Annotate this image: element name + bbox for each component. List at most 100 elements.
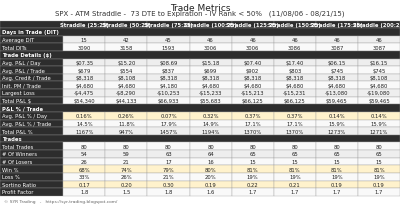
Bar <box>0 150 63 158</box>
Bar <box>232 90 274 97</box>
Text: -$19,080: -$19,080 <box>367 91 391 96</box>
Text: 81%: 81% <box>373 167 385 172</box>
Bar <box>105 165 147 173</box>
Text: 14.9%: 14.9% <box>202 121 219 126</box>
Bar <box>190 67 232 74</box>
Bar <box>63 143 105 150</box>
Bar <box>190 59 232 67</box>
Bar <box>63 67 105 74</box>
Text: $8,318: $8,318 <box>159 76 178 81</box>
Bar <box>232 112 274 120</box>
Text: 80: 80 <box>376 144 382 149</box>
Text: 80: 80 <box>334 144 340 149</box>
Text: -$13,080: -$13,080 <box>325 91 349 96</box>
Text: 19%: 19% <box>247 174 258 179</box>
Bar <box>147 120 190 128</box>
Bar <box>232 173 274 181</box>
Bar <box>63 82 105 90</box>
Bar <box>63 158 105 165</box>
Text: 11.8%: 11.8% <box>118 121 135 126</box>
Text: Trade Metrics: Trade Metrics <box>170 4 230 13</box>
Bar <box>0 165 63 173</box>
Text: SPX - ATM Straddle -  73 DTE to Expiration - IV Rank < 50%   (11/08/06 - 08/21/1: SPX - ATM Straddle - 73 DTE to Expiratio… <box>55 10 345 17</box>
Bar <box>232 74 274 82</box>
Bar <box>316 188 358 196</box>
Bar <box>316 181 358 188</box>
Text: 0.19: 0.19 <box>205 182 216 187</box>
Text: 64: 64 <box>207 152 214 157</box>
Text: Avg. P&L / Day: Avg. P&L / Day <box>2 61 40 66</box>
Bar <box>358 173 400 181</box>
Text: $4,680: $4,680 <box>117 83 136 88</box>
Bar <box>0 112 63 120</box>
Text: Average DIT: Average DIT <box>2 38 34 43</box>
Text: 65: 65 <box>291 152 298 157</box>
Bar <box>190 112 232 120</box>
Bar <box>105 67 147 74</box>
Bar <box>316 67 358 74</box>
Bar <box>0 52 400 59</box>
Bar <box>147 173 190 181</box>
Text: $554: $554 <box>120 68 133 73</box>
Text: P&L % / Trade: P&L % / Trade <box>2 106 43 111</box>
Bar <box>274 188 316 196</box>
Bar <box>232 44 274 52</box>
Text: $66,125: $66,125 <box>242 99 264 104</box>
Bar <box>147 59 190 67</box>
Bar <box>105 143 147 150</box>
Text: $17.40: $17.40 <box>286 61 304 66</box>
Text: Straddle (50:25): Straddle (50:25) <box>102 23 151 28</box>
Text: $55,683: $55,683 <box>200 99 221 104</box>
Text: 15: 15 <box>291 159 298 164</box>
Text: $8,108: $8,108 <box>370 76 388 81</box>
Text: 16: 16 <box>207 159 214 164</box>
Text: 0.14%: 0.14% <box>328 114 345 119</box>
Text: -$15,213: -$15,213 <box>241 91 264 96</box>
Bar <box>147 150 190 158</box>
Bar <box>190 188 232 196</box>
Text: 65: 65 <box>334 152 340 157</box>
Text: -$10,253: -$10,253 <box>157 91 180 96</box>
Text: 80: 80 <box>207 144 214 149</box>
Bar <box>358 82 400 90</box>
Text: 46: 46 <box>207 38 214 43</box>
Bar <box>0 188 63 196</box>
Text: Profit Factor: Profit Factor <box>2 190 33 195</box>
Text: -$8,290: -$8,290 <box>116 91 136 96</box>
Bar <box>105 97 147 105</box>
Text: Straddle (200:25): Straddle (200:25) <box>353 23 400 28</box>
Bar <box>147 143 190 150</box>
Bar <box>0 90 63 97</box>
Bar <box>316 74 358 82</box>
Bar <box>190 165 232 173</box>
Bar <box>147 97 190 105</box>
Text: Init. PM / Trade: Init. PM / Trade <box>2 83 41 88</box>
Bar <box>63 74 105 82</box>
Bar <box>63 44 105 52</box>
Bar <box>316 128 358 135</box>
Text: Straddle (125:25): Straddle (125:25) <box>226 23 279 28</box>
Text: 0.19: 0.19 <box>331 182 343 187</box>
Text: 17: 17 <box>165 159 172 164</box>
Bar <box>274 150 316 158</box>
Text: 1271%: 1271% <box>370 129 388 134</box>
Text: $8,318: $8,318 <box>75 76 93 81</box>
Bar <box>274 37 316 44</box>
Text: Avg. P&L % / Trade: Avg. P&L % / Trade <box>2 121 51 126</box>
Text: © SYR Trading   -   https://syr-trading.blogspot.com/: © SYR Trading - https://syr-trading.blog… <box>4 199 117 203</box>
Bar <box>0 135 400 143</box>
Text: 17.9%: 17.9% <box>160 121 177 126</box>
Text: 0.17: 0.17 <box>78 182 90 187</box>
Bar <box>358 74 400 82</box>
Text: $16.15: $16.15 <box>370 61 388 66</box>
Text: $8,318: $8,318 <box>202 76 220 81</box>
Bar <box>0 143 63 150</box>
Text: -$4,475: -$4,475 <box>74 91 94 96</box>
Text: 80: 80 <box>81 144 88 149</box>
Text: 79%: 79% <box>163 167 174 172</box>
Bar <box>316 120 358 128</box>
Bar <box>274 165 316 173</box>
Text: 1273%: 1273% <box>328 129 346 134</box>
Bar <box>358 181 400 188</box>
Bar <box>358 158 400 165</box>
